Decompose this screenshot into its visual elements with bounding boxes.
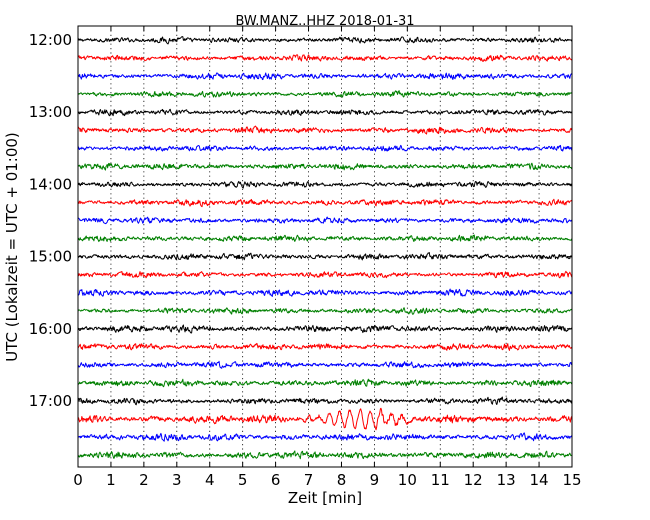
trace-line-1645 xyxy=(77,378,573,388)
y-tick-label: 17:00 xyxy=(29,392,72,410)
x-tick-labels: 0 1 2 3 4 5 6 7 8 9 10 11 12 13 14 15 xyxy=(73,471,581,489)
y-tick-label: 14:00 xyxy=(29,175,72,193)
trace-line-1700 xyxy=(77,396,573,406)
y-tick-label: 12:00 xyxy=(29,31,72,49)
trace-line-1600 xyxy=(77,324,573,334)
y-tick-labels: 12:00 13:00 14:00 15:00 16:00 17:00 xyxy=(29,31,72,410)
trace-line-1415 xyxy=(77,198,573,208)
x-tick-label: 6 xyxy=(271,471,281,489)
x-tick-label: 1 xyxy=(106,471,116,489)
y-tick-label: 16:00 xyxy=(29,320,72,338)
trace-line-1200 xyxy=(77,36,573,45)
x-tick-label: 2 xyxy=(139,471,149,489)
trace-line-1545 xyxy=(77,307,573,315)
trace-line-1430 xyxy=(77,216,573,225)
trace-line-1215 xyxy=(77,54,573,62)
x-tick-label: 15 xyxy=(562,471,581,489)
trace-line-1445 xyxy=(77,234,573,243)
x-tick-label: 7 xyxy=(304,471,314,489)
trace-line-1715 xyxy=(77,407,573,431)
x-tick-label: 8 xyxy=(337,471,347,489)
trace-line-1400 xyxy=(77,180,573,189)
trace-line-1245 xyxy=(77,90,572,98)
grid-lines xyxy=(110,26,540,467)
trace-line-1345 xyxy=(77,162,573,171)
x-tick-label: 13 xyxy=(497,471,516,489)
trace-lines xyxy=(77,36,573,460)
trace-line-1300 xyxy=(77,108,573,117)
x-tick-label: 3 xyxy=(172,471,182,489)
trace-line-1630 xyxy=(77,360,573,369)
trace-line-1745 xyxy=(77,450,573,460)
trace-line-1730 xyxy=(77,432,573,442)
y-axis-label: UTC (Lokalzeit = UTC + 01:00) xyxy=(3,132,21,362)
x-tick-label: 10 xyxy=(398,471,417,489)
trace-line-1515 xyxy=(77,270,573,279)
x-tick-label: 9 xyxy=(370,471,380,489)
trace-line-1315 xyxy=(77,125,573,135)
x-tick-label: 11 xyxy=(431,471,450,489)
y-tick-label: 15:00 xyxy=(29,248,72,266)
x-tick-label: 5 xyxy=(238,471,248,489)
x-tick-label: 12 xyxy=(464,471,483,489)
chart-title: BW.MANZ..HHZ 2018-01-31 xyxy=(235,14,414,29)
trace-line-1615 xyxy=(77,342,573,351)
trace-line-1230 xyxy=(77,72,573,81)
plot-frame xyxy=(77,25,573,468)
trace-line-1500 xyxy=(77,252,573,261)
x-axis-label: Zeit [min] xyxy=(288,489,362,507)
x-tick-label: 0 xyxy=(73,471,83,489)
trace-line-1530 xyxy=(77,288,573,297)
axis-ticks xyxy=(77,26,573,467)
x-tick-label: 14 xyxy=(530,471,549,489)
trace-line-1330 xyxy=(77,144,573,152)
y-tick-label: 13:00 xyxy=(29,103,72,121)
x-tick-label: 4 xyxy=(205,471,215,489)
